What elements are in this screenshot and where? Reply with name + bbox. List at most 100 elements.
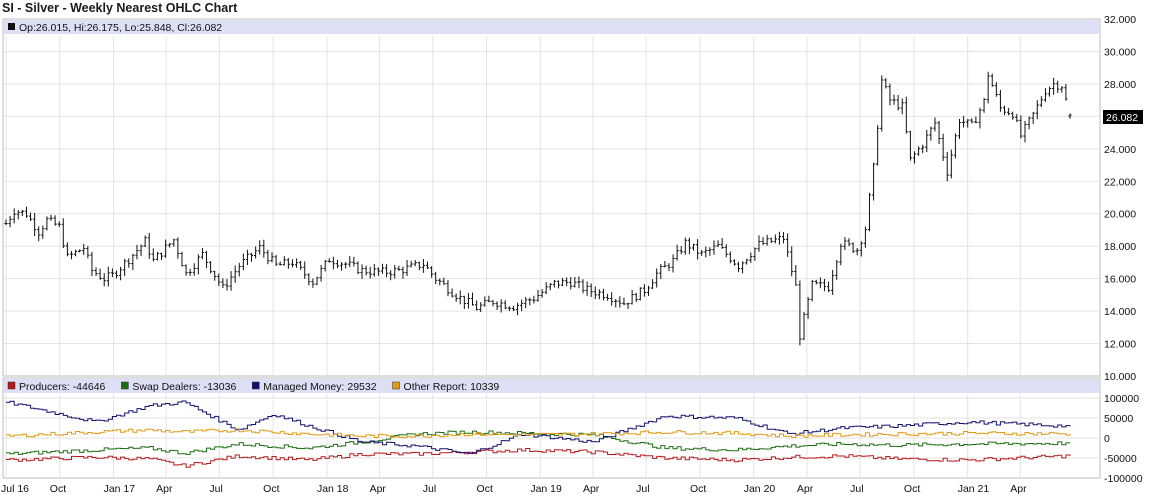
ohlc-bar [245,249,250,266]
ohlc-bar [335,259,340,269]
ohlc-bar [454,293,458,302]
ohlc-bar [610,292,614,306]
ohlc-bar [4,219,8,226]
ohlc-bar [462,295,466,310]
grid-layer [4,36,1099,478]
ohlc-bar [626,302,630,309]
cot-series-line [6,400,1071,454]
ohlc-bar [495,301,499,310]
ohlc-bar [237,262,241,277]
ohlc-bar [8,215,12,228]
ohlc-bar [487,295,491,303]
ohlc-bar [20,209,24,217]
ohlc-bar [307,273,311,286]
ohlc-bar [397,265,401,271]
ohlc-bar [536,289,540,302]
ohlc-bar [507,306,511,312]
ohlc-bar [421,259,426,273]
ohlc-bar [319,264,323,282]
ohlc-bar [282,256,286,266]
ohlc-bar [569,277,573,290]
ohlc-bar [278,261,282,266]
ohlc-bar [675,244,679,261]
ohlc-bar [998,89,1003,112]
ohlc-bar [53,215,57,226]
x-tick-label: Jan 21 [958,483,990,495]
ohlc-bar [982,98,986,113]
ohlc-bar [352,256,356,267]
ohlc-bar [78,249,82,253]
ohlc-bar [728,251,732,264]
ohlc-bar [622,297,626,306]
ohlc-bar [880,75,884,132]
ohlc-bar [164,239,168,258]
ohlc-bar [200,247,205,260]
ohlc-bar [466,292,471,309]
ohlc-bar [994,82,998,97]
ohlc-bar [262,239,266,258]
ohlc-bar [1011,111,1015,120]
ohlc-bar [1064,84,1068,101]
ohlc-bar [33,212,37,236]
ohlc-bar [593,286,597,299]
ohlc-bar [548,282,552,291]
ohlc-bar [438,278,442,286]
ohlc-bar [1027,116,1031,130]
ohlc-bar [511,305,516,312]
ohlc-bar [98,268,102,280]
ohlc-bar [384,264,389,278]
ohlc-bar [720,238,724,249]
ohlc-header-swatch [8,23,15,30]
ohlc-bar [765,234,769,246]
legend-label-swap_dealers: Swap Dealers: -13036 [132,381,236,393]
x-tick-label: Apr [156,483,173,495]
ohlc-bar [69,251,74,260]
ohlc-bar [94,267,98,276]
ohlc-bar [221,278,225,288]
price-y-tick: 14.000 [1104,306,1136,318]
ohlc-bar [393,264,397,279]
x-tick-label: Jul [850,483,863,495]
x-tick-label: Jul [209,483,222,495]
ohlc-bar [274,255,278,267]
ohlc-bar [229,271,233,291]
ohlc-bar [565,277,569,287]
ohlc-bar [724,244,728,258]
ohlc-bar [896,94,900,111]
ohlc-bar [822,279,827,292]
ohlc-bar [12,208,16,224]
ohlc-bar [135,244,139,260]
ohlc-bar [389,270,393,281]
ohlc-bar [618,296,622,308]
ohlc-bar [233,265,237,283]
ohlc-bar [217,273,221,286]
ohlc-bar [339,262,344,271]
ohlc-bar [937,120,941,145]
ohlc-bar [712,240,716,255]
x-tick-label: Oct [477,483,493,495]
ohlc-bar [1023,120,1027,143]
ohlc-bar [1056,80,1060,94]
ohlc-bar [254,246,258,259]
ohlc-bar [425,261,430,269]
ohlc-bar [691,243,696,251]
ohlc-bar [806,296,810,319]
ohlc-bar [16,209,20,220]
price-panel-frame [2,18,1101,377]
cot-series-line [6,428,1071,439]
ohlc-bar [745,258,749,265]
ohlc-bar [1015,114,1019,123]
legend-label-other_report: Other Report: 10339 [404,381,500,393]
ohlc-bar [614,298,618,308]
ohlc-bar [299,260,303,271]
ohlc-bar [344,261,348,269]
ohlc-bar [368,266,372,279]
ohlc-bar [630,289,634,305]
ohlc-bar [434,271,438,285]
ohlc-bar [634,292,638,302]
ohlc-bar [556,280,561,289]
ohlc-bar [1052,77,1056,95]
ohlc-bar [86,245,90,259]
ohlc-bar [1031,112,1035,124]
